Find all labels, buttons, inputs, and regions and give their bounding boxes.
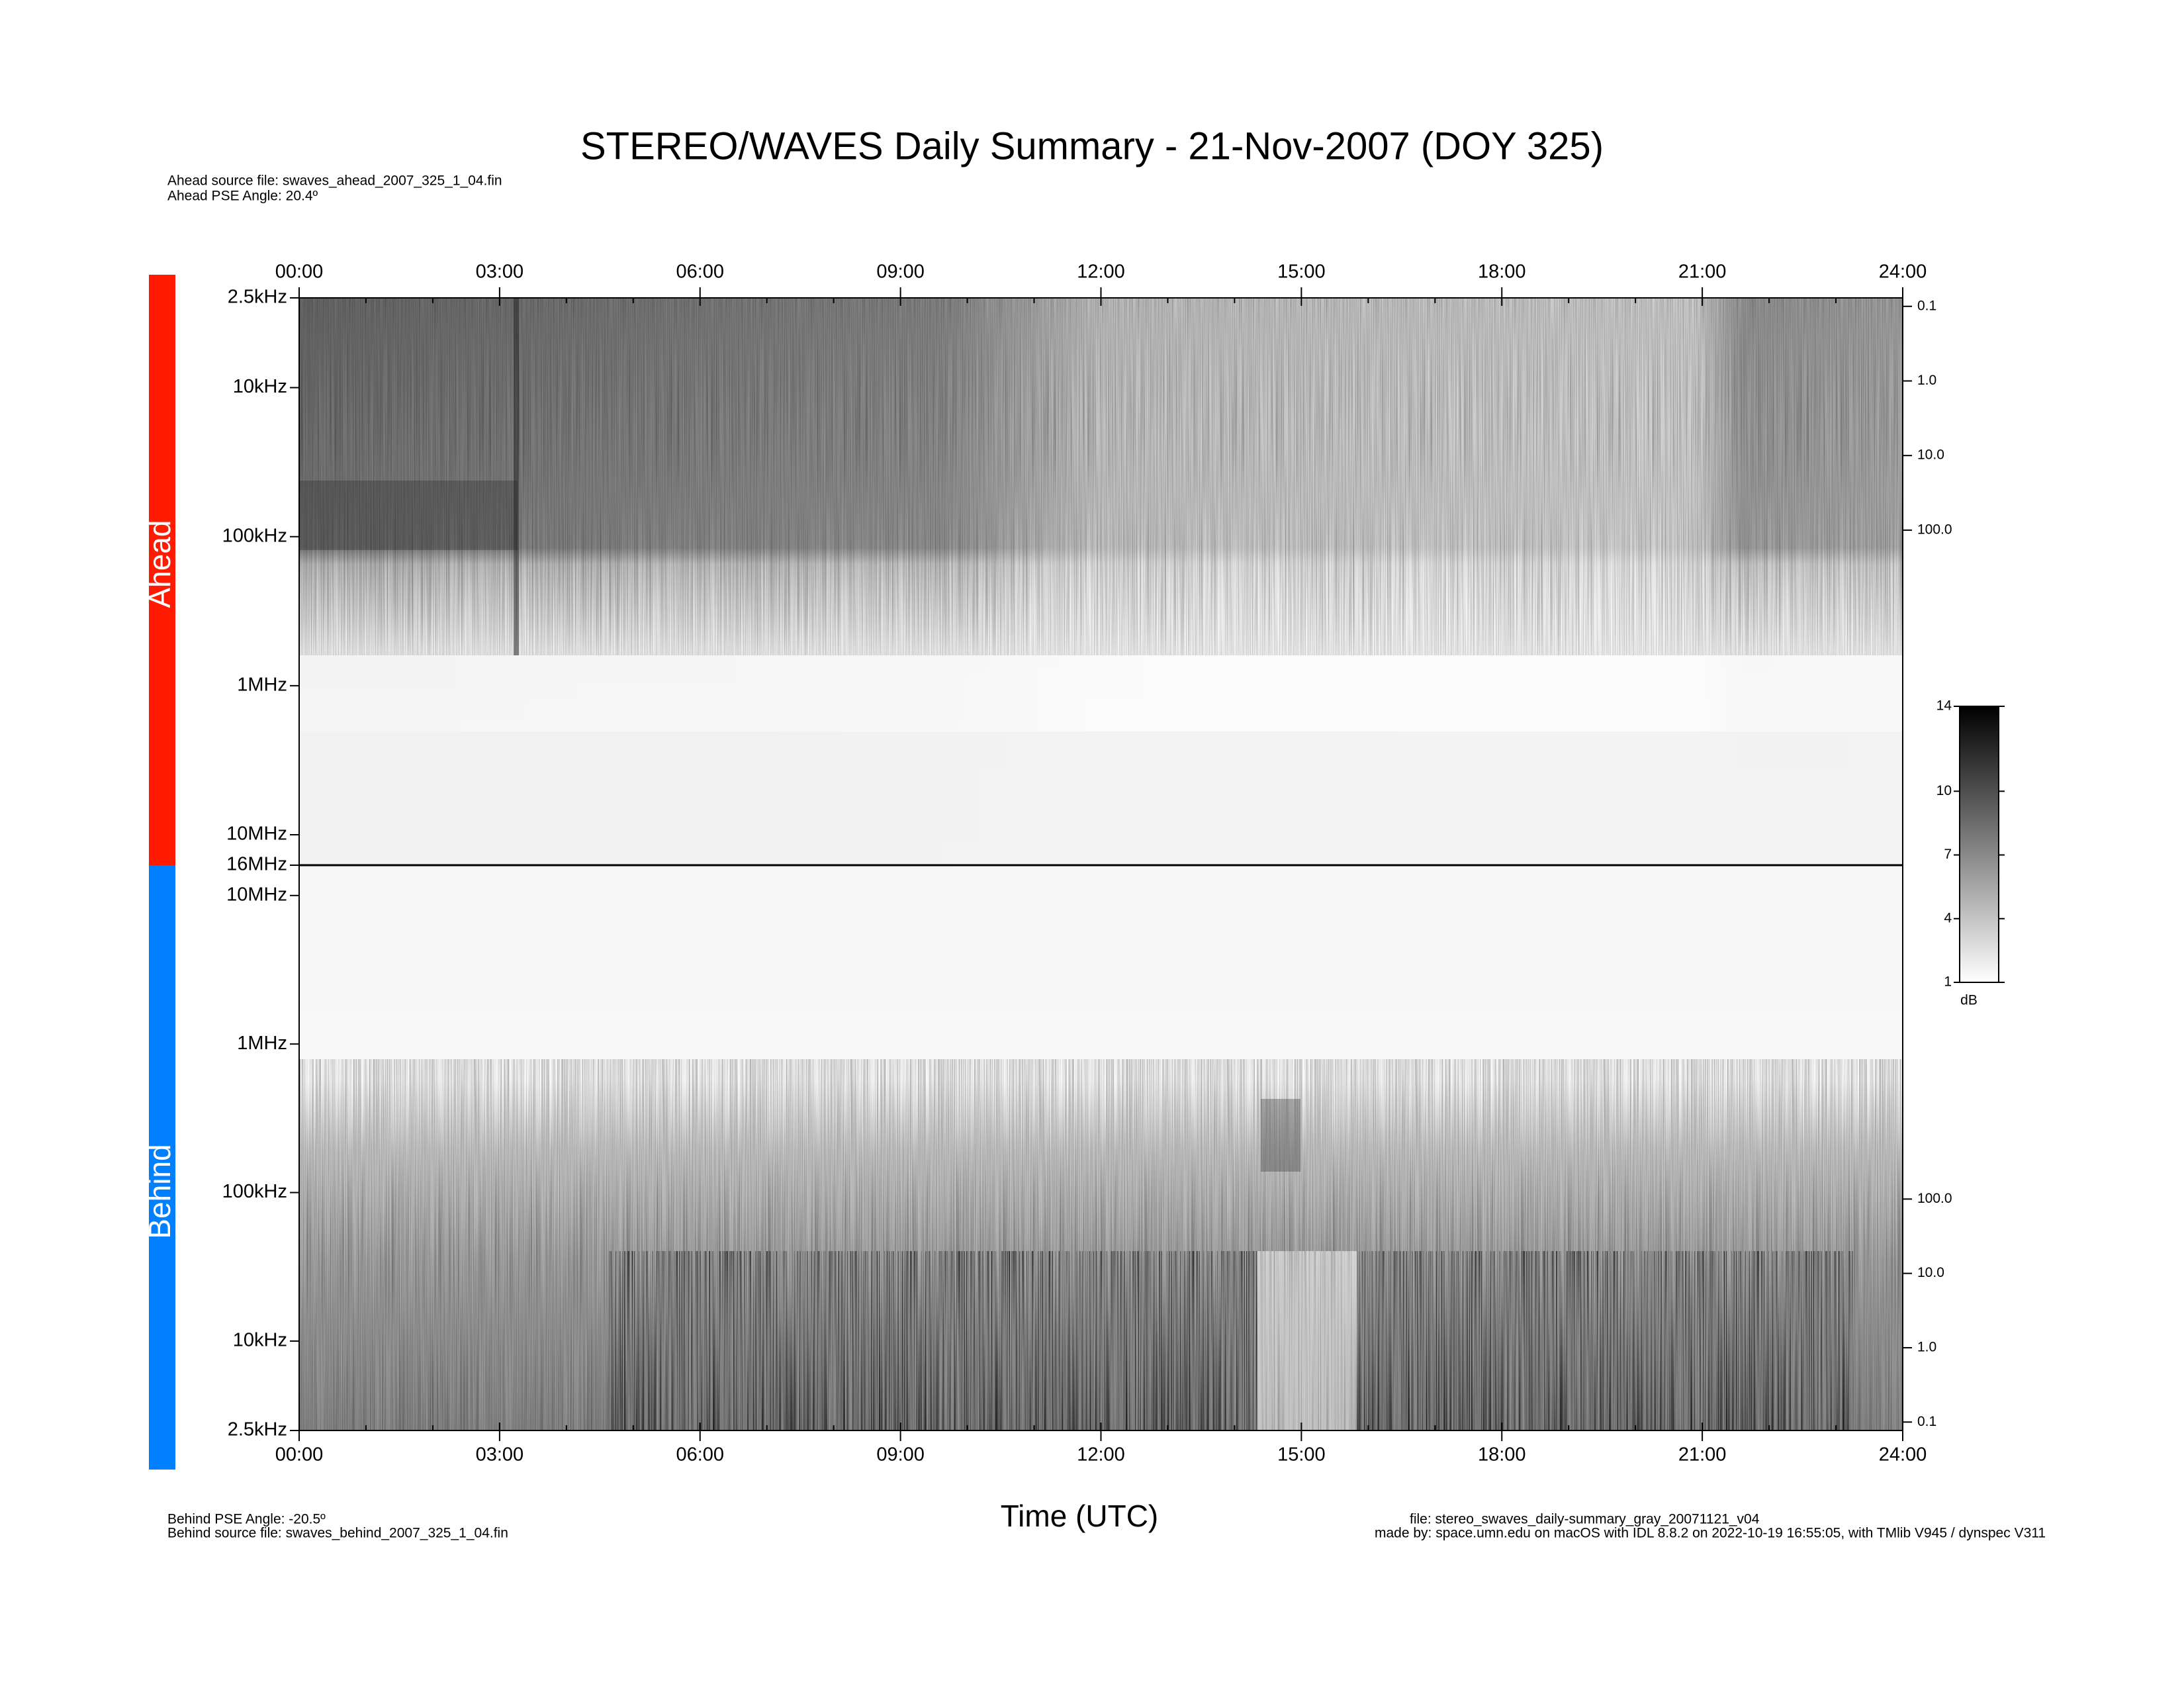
- annotation: Ahead source file: swaves_ahead_2007_325…: [167, 173, 502, 189]
- annotation: Behind PSE Angle: -20.5º: [167, 1512, 326, 1527]
- y2-tick-label: 10.0: [1917, 1265, 1944, 1280]
- y-tick-label: 1MHz: [237, 675, 287, 696]
- y-tick-label: 2.5kHz: [228, 287, 287, 308]
- panel-bar: [149, 275, 175, 865]
- x-tick-label: 18:00: [1478, 261, 1526, 283]
- y-tick-label: 100kHz: [222, 1181, 287, 1202]
- y2-tick-label: 100.0: [1917, 1191, 1952, 1206]
- x-tick-label: 15:00: [1277, 261, 1326, 283]
- y-tick-label: 1MHz: [237, 1033, 287, 1054]
- y2-tick-label: 0.1: [1917, 298, 1936, 313]
- x-tick-label: 15:00: [1277, 1444, 1326, 1466]
- y2-tick-label: 0.1: [1917, 1414, 1936, 1429]
- annotation: made by: space.umn.edu on macOS with IDL…: [1375, 1526, 2046, 1541]
- panel-bar: [149, 865, 175, 1470]
- x-tick-label: 09:00: [876, 1444, 925, 1466]
- spectrogram-ahead: [299, 298, 1903, 865]
- annotation: Ahead PSE Angle: 20.4º: [167, 189, 318, 204]
- spectrogram-behind: [299, 865, 1903, 1430]
- y-tick-label: 10kHz: [233, 376, 287, 397]
- x-tick-label: 21:00: [1678, 261, 1727, 283]
- panel-label: Ahead: [142, 520, 177, 608]
- x-tick-label: 06:00: [676, 1444, 724, 1466]
- x-tick-label: 06:00: [676, 261, 724, 283]
- y-tick-label: 10kHz: [233, 1330, 287, 1351]
- chart-title: STEREO/WAVES Daily Summary - 21-Nov-2007…: [580, 124, 1604, 167]
- colorbar-label: dB: [1960, 993, 1978, 1008]
- x-tick-label: 00:00: [275, 1444, 324, 1466]
- colorbar-tick-label: 10: [1936, 783, 1952, 798]
- colorbar-tick-label: 4: [1944, 910, 1952, 925]
- annotation: file: stereo_swaves_daily-summary_gray_2…: [1410, 1512, 1760, 1527]
- x-tick-label: 21:00: [1678, 1444, 1727, 1466]
- annotation: Behind source file: swaves_behind_2007_3…: [167, 1526, 508, 1541]
- x-tick-label: 24:00: [1879, 261, 1927, 283]
- x-tick-label: 09:00: [876, 261, 925, 283]
- colorbar-tick-label: 7: [1944, 847, 1952, 862]
- x-tick-label: 00:00: [275, 261, 324, 283]
- y2-tick-label: 1.0: [1917, 1340, 1936, 1355]
- x-tick-label: 03:00: [476, 261, 524, 283]
- colorbar: [1959, 706, 1999, 983]
- y-tick-label: 16MHz: [226, 854, 287, 875]
- colorbar-tick-label: 1: [1944, 974, 1952, 990]
- x-tick-label: 24:00: [1879, 1444, 1927, 1466]
- y-tick-label: 2.5kHz: [228, 1419, 287, 1440]
- x-tick-label: 12:00: [1077, 1444, 1125, 1466]
- colorbar-tick-label: 14: [1936, 698, 1952, 714]
- y2-tick-label: 1.0: [1917, 373, 1936, 388]
- x-tick-label: 03:00: [476, 1444, 524, 1466]
- y-tick-label: 100kHz: [222, 525, 287, 546]
- x-tick-label: 18:00: [1478, 1444, 1526, 1466]
- panel-label: Behind: [142, 1144, 177, 1239]
- y-tick-label: 10MHz: [226, 823, 287, 845]
- y2-tick-label: 10.0: [1917, 447, 1944, 463]
- x-tick-label: 12:00: [1077, 261, 1125, 283]
- y2-tick-label: 100.0: [1917, 522, 1952, 537]
- x-axis-label: Time (UTC): [1001, 1499, 1158, 1533]
- y-tick-label: 10MHz: [226, 884, 287, 905]
